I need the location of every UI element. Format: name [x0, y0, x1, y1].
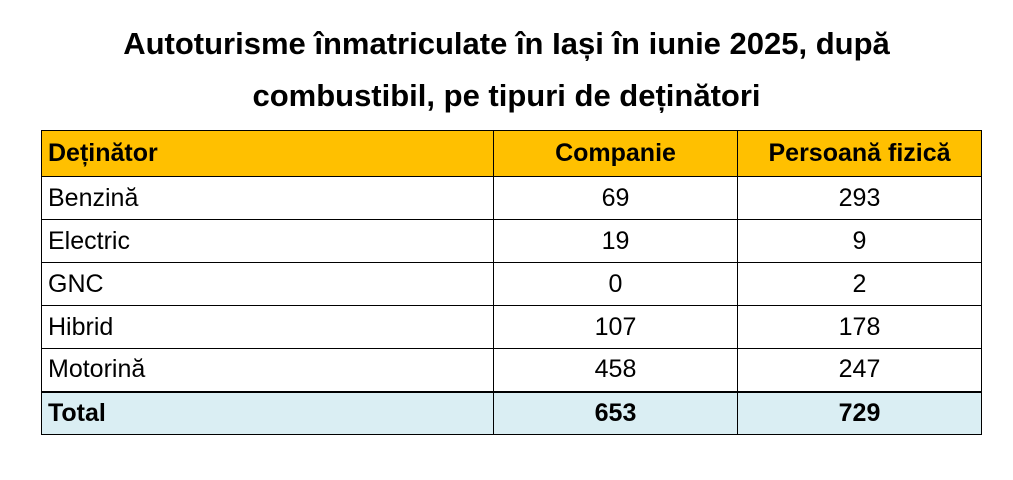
cell-individual: 178 [737, 305, 982, 349]
header-individual: Persoană fizică [737, 130, 982, 177]
cell-individual: 9 [737, 219, 982, 263]
row-label: Hibrid [41, 305, 494, 349]
cell-individual: 2 [737, 262, 982, 306]
table-row: Electric 19 9 [41, 219, 982, 263]
cell-company: 69 [493, 176, 738, 220]
total-row: Total 653 729 [41, 390, 982, 435]
title-line-2: combustibil, pe tipuri de deținători [252, 78, 761, 113]
header-holder: Deținător [41, 130, 494, 177]
cell-individual: 293 [737, 176, 982, 220]
table-row: GNC 0 2 [41, 262, 982, 306]
row-label: Motorină [41, 348, 494, 392]
total-label: Total [41, 390, 494, 435]
cell-company: 458 [493, 348, 738, 392]
cell-company: 107 [493, 305, 738, 349]
table-row: Motorină 458 247 [41, 348, 982, 392]
table-row: Hibrid 107 178 [41, 305, 982, 349]
cell-individual: 247 [737, 348, 982, 392]
chart-title: Autoturisme înmatriculate în Iași în iun… [0, 18, 1013, 122]
total-company: 653 [493, 390, 738, 435]
row-label: GNC [41, 262, 494, 306]
cell-company: 19 [493, 219, 738, 263]
header-row: Deținător Companie Persoană fizică [41, 130, 982, 177]
cell-company: 0 [493, 262, 738, 306]
table-row: Benzină 69 293 [41, 176, 982, 220]
data-table: Deținător Companie Persoană fizică Benzi… [41, 130, 982, 435]
row-label: Electric [41, 219, 494, 263]
header-company: Companie [493, 130, 738, 177]
title-line-1: Autoturisme înmatriculate în Iași în iun… [123, 26, 890, 61]
row-label: Benzină [41, 176, 494, 220]
total-individual: 729 [737, 390, 982, 435]
